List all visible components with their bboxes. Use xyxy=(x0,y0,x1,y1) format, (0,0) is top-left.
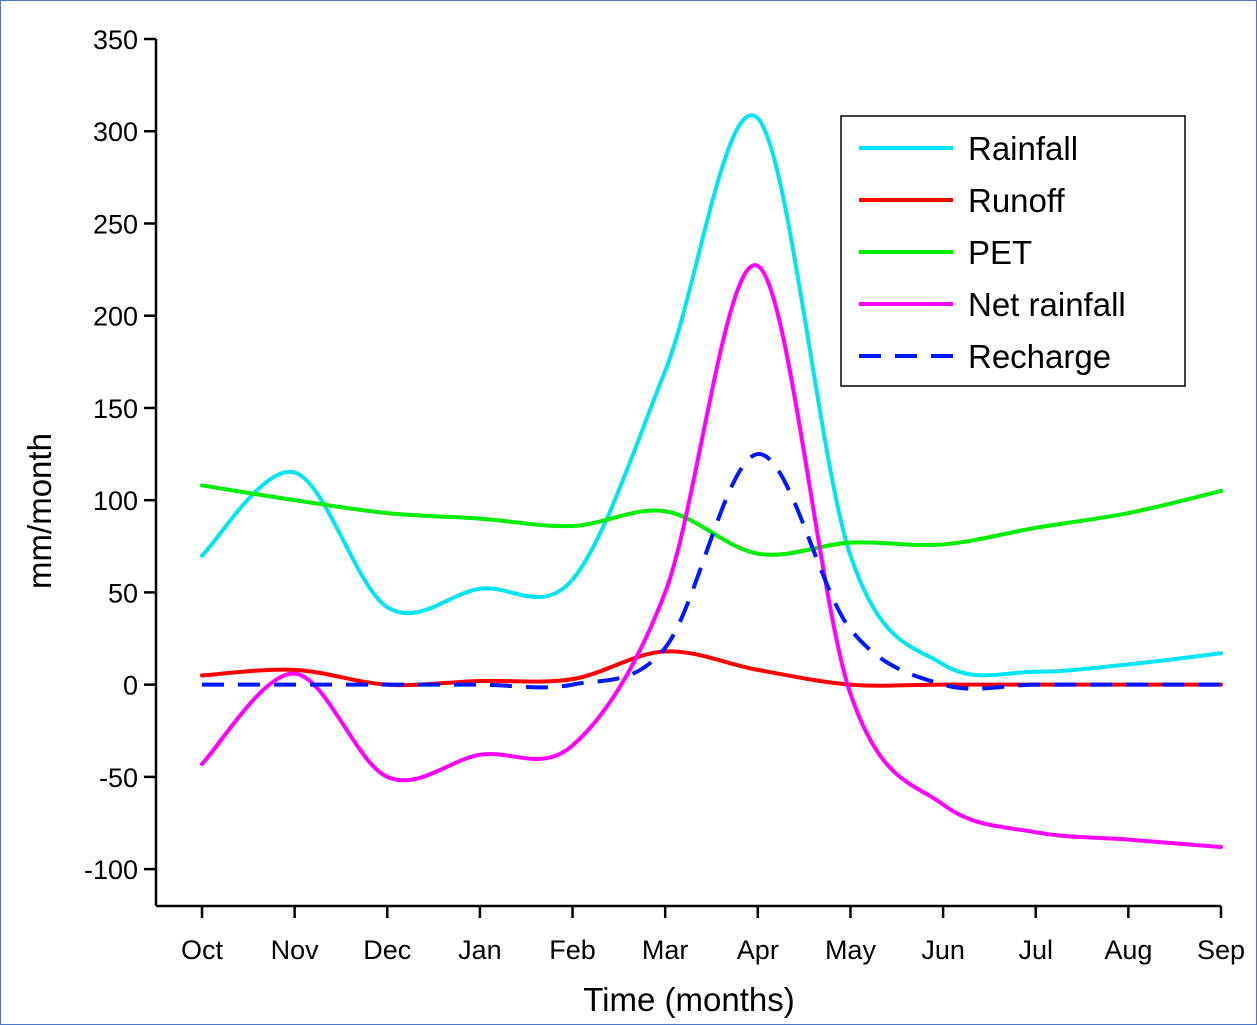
y-tick-label: 100 xyxy=(93,486,138,516)
y-tick-label: 300 xyxy=(93,117,138,147)
x-tick-label: Apr xyxy=(737,935,779,965)
legend-label-pet: PET xyxy=(968,234,1032,271)
y-tick-label: 350 xyxy=(93,25,138,55)
series-line-recharge xyxy=(201,452,1221,691)
y-tick-label: 50 xyxy=(108,578,138,608)
x-tick-label: Jul xyxy=(1018,935,1053,965)
series-line-runoff xyxy=(200,649,1223,688)
series-line-net-rainfall xyxy=(200,263,1223,849)
x-tick-label: Sep xyxy=(1197,935,1245,965)
x-tick-label: Oct xyxy=(181,935,224,965)
series-line-rainfall xyxy=(200,113,1223,678)
y-tick-label: 0 xyxy=(123,671,138,701)
legend-label-rainfall: Rainfall xyxy=(968,130,1078,167)
axes xyxy=(144,37,1223,918)
x-tick-label: Nov xyxy=(271,935,320,965)
legend-label-net-rainfall: Net rainfall xyxy=(968,286,1126,323)
y-tick-label: 150 xyxy=(93,394,138,424)
y-tick-label: -100 xyxy=(84,855,138,885)
legend-label-recharge: Recharge xyxy=(968,338,1111,375)
legend: Rainfall Runoff PET Net rainfall Recharge xyxy=(840,115,1186,387)
x-tick-label: May xyxy=(825,935,877,965)
x-tick-labels: Oct Nov Dec Jan Feb Mar Apr May Jun Jul Aug Sep xyxy=(181,935,1245,965)
y-tick-label: 250 xyxy=(93,209,138,239)
y-tick-labels: 350 300 250 200 150 100 50 0 -50 -100 xyxy=(84,25,138,885)
series-line-pet xyxy=(200,483,1223,557)
legend-label-runoff: Runoff xyxy=(968,182,1065,219)
x-tick-label: Feb xyxy=(549,935,596,965)
y-tick-label: 200 xyxy=(93,302,138,332)
x-axis-title: Time (months) xyxy=(583,981,794,1018)
x-tick-label: Aug xyxy=(1104,935,1152,965)
y-tick-label: -50 xyxy=(99,763,138,793)
x-tick-label: Mar xyxy=(642,935,689,965)
y-axis-title: mm/month xyxy=(21,433,58,589)
x-tick-label: Jan xyxy=(458,935,502,965)
series-lines xyxy=(200,113,1223,849)
x-tick-label: Dec xyxy=(363,935,411,965)
x-tick-label: Jun xyxy=(921,935,965,965)
